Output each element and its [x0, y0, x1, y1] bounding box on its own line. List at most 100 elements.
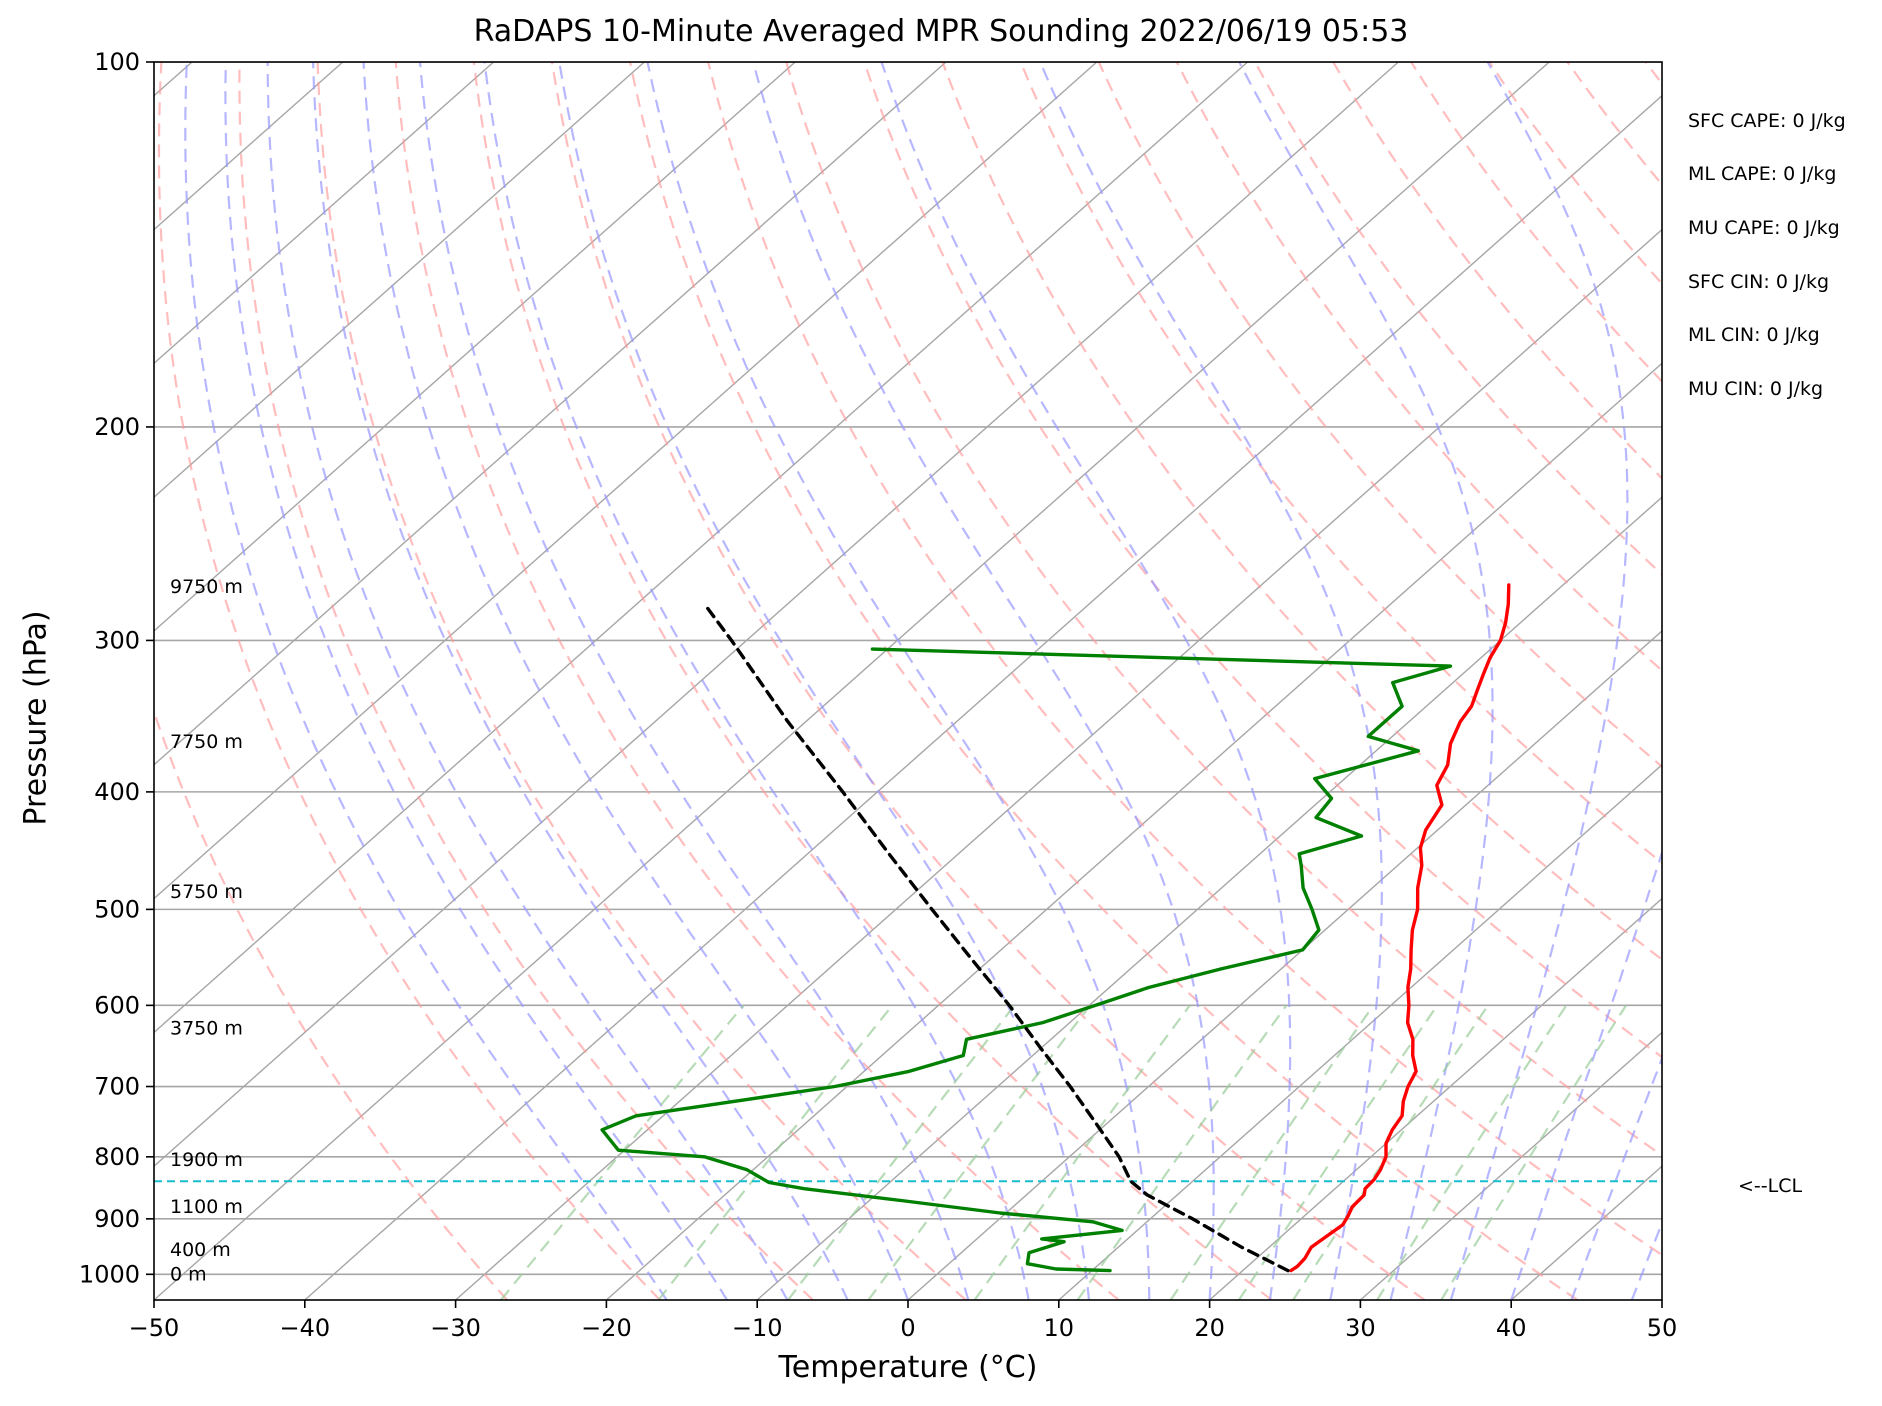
- dry-adiabat: [154, 708, 508, 1300]
- y-tick-label: 600: [94, 991, 140, 1019]
- mixing-ratio-line: [973, 1004, 1191, 1300]
- isotherm-30: [1359, 1031, 1662, 1300]
- moist-adiabat: [266, 62, 789, 1300]
- height-label: 1100 m: [170, 1196, 243, 1218]
- moist-adiabat: [184, 62, 668, 1300]
- dry-adiabat: [785, 62, 1662, 1157]
- dry-adiabat: [1410, 62, 1662, 384]
- moist-adiabat: [880, 62, 1292, 1300]
- moist-adiabat: [1570, 1055, 1662, 1300]
- isotherm-0: [907, 630, 1662, 1300]
- height-label: 7750 m: [170, 731, 243, 753]
- dry-adiabat: [1019, 62, 1662, 865]
- stat-sfc-cape: SFC CAPE: 0 J/kg: [1688, 110, 1846, 132]
- mixing-ratio-line: [1169, 1004, 1375, 1300]
- height-label: 1900 m: [170, 1149, 243, 1171]
- dry-adiabat: [1175, 62, 1662, 672]
- isotherm--120: [154, 62, 495, 365]
- isotherm-10: [1058, 763, 1662, 1300]
- moist-adiabat: [483, 62, 1030, 1300]
- dry-adiabat: [1488, 62, 1662, 286]
- stat-mu-cape: MU CAPE: 0 J/kg: [1688, 217, 1840, 239]
- mixing-ratio-line: [1376, 1004, 1568, 1300]
- dry-adiabat: [316, 62, 967, 1300]
- moist-adiabat: [646, 62, 1151, 1300]
- moist-adiabat: [1630, 1220, 1662, 1300]
- mixing-ratio-line: [787, 1004, 1016, 1300]
- isotherm--80: [154, 62, 1098, 900]
- y-tick-label: 1000: [79, 1260, 140, 1288]
- y-tick-label: 300: [94, 626, 140, 654]
- x-tick-label: −30: [430, 1314, 481, 1342]
- dry-adiabat: [629, 62, 1579, 1300]
- isotherm-40: [1510, 1165, 1662, 1300]
- x-tick-label: −20: [581, 1314, 632, 1342]
- isotherm--10: [756, 496, 1662, 1300]
- x-tick-label: −10: [732, 1314, 783, 1342]
- moist-adiabat: [1449, 62, 1629, 1300]
- stat-ml-cape: ML CAPE: 0 J/kg: [1688, 163, 1837, 185]
- moist-adiabat: [418, 62, 970, 1300]
- parcel-line: [702, 602, 1290, 1273]
- dry-adiabat: [941, 62, 1662, 961]
- dry-adiabat: [1097, 62, 1662, 768]
- height-label: 5750 m: [170, 881, 243, 903]
- dewpoint-line: [600, 647, 1453, 1273]
- stat-sfc-cin: SFC CIN: 0 J/kg: [1688, 271, 1830, 293]
- isotherm--30: [455, 228, 1662, 1300]
- mixing-ratio-line: [867, 1004, 1091, 1300]
- moist-adiabat: [224, 62, 728, 1300]
- x-tick-label: 10: [1044, 1314, 1075, 1342]
- isotherm-20: [1209, 897, 1662, 1300]
- dry-adiabat: [707, 62, 1662, 1257]
- isotherm--110: [154, 62, 645, 499]
- isotherm--90: [154, 62, 947, 766]
- moist-adiabat: [362, 62, 910, 1300]
- dry-adiabat: [1644, 62, 1662, 86]
- moist-adiabat: [1510, 849, 1662, 1300]
- y-tick-label: 500: [94, 895, 140, 923]
- dry-adiabat: [1724, 62, 1882, 1300]
- mixing-ratio-line: [500, 1004, 745, 1300]
- x-axis-label: Temperature (°C): [778, 1350, 1038, 1385]
- dry-adiabat: [157, 62, 661, 1300]
- moist-adiabat: [558, 62, 1091, 1300]
- mixing-ratio-line: [1440, 1004, 1628, 1300]
- dry-adiabat: [394, 62, 1120, 1300]
- isotherm--20: [605, 362, 1662, 1300]
- axis-ticks: −50 −40 −30 −20 −10 0 10 20 30 40 50 100 200 300 400 50…: [79, 48, 1677, 1342]
- dry-adiabat: [472, 62, 1273, 1300]
- isotherm--70: [154, 62, 1249, 1034]
- dry-adiabat: [1566, 62, 1662, 187]
- x-tick-label: −40: [279, 1314, 330, 1342]
- y-tick-label: 100: [94, 48, 140, 76]
- temperature-line: [1289, 583, 1511, 1273]
- x-tick-label: −50: [129, 1314, 180, 1342]
- y-tick-label: 200: [94, 413, 140, 441]
- isotherm-50: [1661, 1299, 1662, 1300]
- x-tick-label: 0: [900, 1314, 915, 1342]
- background-lines: [154, 62, 1882, 1300]
- height-label: 0 m: [170, 1263, 207, 1285]
- stat-ml-cin: ML CIN: 0 J/kg: [1688, 324, 1820, 346]
- isotherm--40: [304, 94, 1662, 1300]
- x-tick-label: 50: [1647, 1314, 1678, 1342]
- chart-title: RaDAPS 10-Minute Averaged MPR Sounding 2…: [473, 14, 1409, 49]
- dry-adiabat: [1254, 62, 1662, 577]
- moist-adiabat: [752, 62, 1215, 1300]
- dry-adiabat: [550, 62, 1426, 1300]
- x-tick-label: 20: [1194, 1314, 1225, 1342]
- mixing-ratio-line: [1076, 1004, 1288, 1300]
- x-tick-label: 40: [1496, 1314, 1527, 1342]
- y-axis-label: Pressure (hPa): [18, 610, 54, 826]
- dry-adiabat: [238, 62, 814, 1300]
- height-label: 400 m: [170, 1239, 231, 1261]
- dry-adiabat: [1802, 62, 1882, 1300]
- isotherm--50: [154, 62, 1550, 1300]
- height-label: 3750 m: [170, 1018, 243, 1040]
- sounding-lines: [154, 583, 1662, 1273]
- moist-adiabat: [1039, 62, 1383, 1300]
- y-tick-label: 900: [94, 1205, 140, 1233]
